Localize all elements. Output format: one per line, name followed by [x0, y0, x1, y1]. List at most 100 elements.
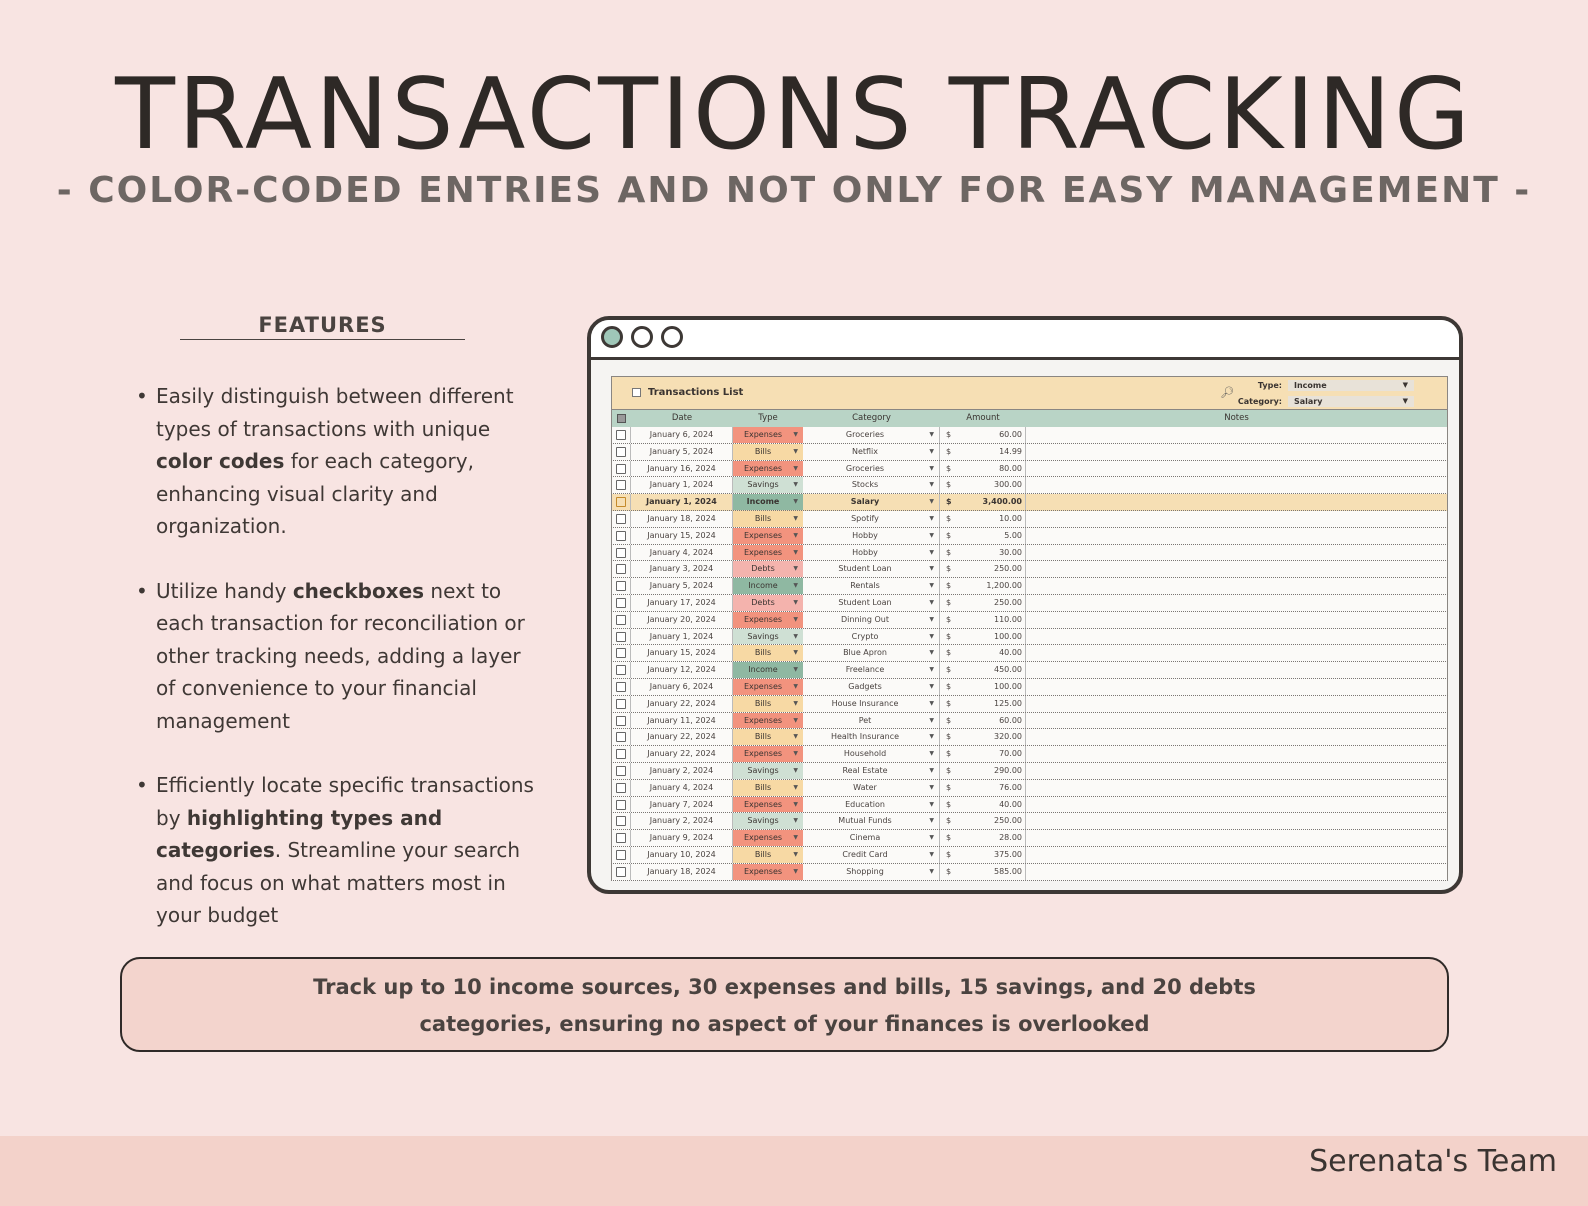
- cell-category-dropdown[interactable]: Spotify ▼: [803, 510, 940, 527]
- cell-amount[interactable]: $1,200.00: [940, 578, 1026, 594]
- cell-category-dropdown[interactable]: Mutual Funds ▼: [803, 813, 940, 830]
- row-checkbox[interactable]: [612, 510, 631, 527]
- cell-category-dropdown[interactable]: Freelance ▼: [803, 662, 940, 678]
- cell-type-dropdown[interactable]: Bills ▼: [733, 443, 803, 460]
- column-header-notes[interactable]: Notes: [1224, 413, 1249, 423]
- row-checkbox[interactable]: [612, 746, 631, 762]
- cell-type-dropdown[interactable]: Expenses ▼: [733, 712, 803, 729]
- window-minimize-button[interactable]: [631, 326, 653, 348]
- row-checkbox[interactable]: [612, 427, 631, 443]
- cell-category-dropdown[interactable]: Household ▼: [803, 746, 940, 762]
- row-checkbox[interactable]: [612, 561, 631, 578]
- cell-category-dropdown[interactable]: Real Estate ▼: [803, 762, 940, 779]
- row-checkbox[interactable]: [612, 863, 631, 880]
- cell-notes[interactable]: [1026, 545, 1447, 561]
- cell-category-dropdown[interactable]: Dinning Out ▼: [803, 611, 940, 628]
- cell-notes[interactable]: [1026, 830, 1447, 846]
- cell-type-dropdown[interactable]: Bills ▼: [733, 510, 803, 527]
- cell-type-dropdown[interactable]: Bills ▼: [733, 779, 803, 796]
- column-header-type[interactable]: Type: [758, 413, 778, 423]
- cell-category-dropdown[interactable]: Netflix ▼: [803, 443, 940, 460]
- cell-date[interactable]: January 15, 2024: [631, 645, 733, 662]
- cell-date[interactable]: January 5, 2024: [631, 578, 733, 594]
- cell-notes[interactable]: [1026, 864, 1447, 880]
- row-checkbox[interactable]: [612, 443, 631, 460]
- cell-type-dropdown[interactable]: Income ▼: [733, 662, 803, 678]
- cell-amount[interactable]: $110.00: [940, 611, 1026, 628]
- cell-type-dropdown[interactable]: Income ▼: [733, 578, 803, 594]
- row-checkbox[interactable]: [612, 645, 631, 662]
- cell-date[interactable]: January 18, 2024: [631, 510, 733, 527]
- cell-notes[interactable]: [1026, 612, 1447, 628]
- cell-amount[interactable]: $60.00: [940, 427, 1026, 443]
- cell-notes[interactable]: [1026, 645, 1447, 661]
- cell-type-dropdown[interactable]: Debts ▼: [733, 594, 803, 611]
- cell-category-dropdown[interactable]: Rentals ▼: [803, 578, 940, 594]
- row-checkbox[interactable]: [612, 594, 631, 611]
- cell-amount[interactable]: $585.00: [940, 863, 1026, 880]
- cell-amount[interactable]: $100.00: [940, 678, 1026, 695]
- cell-amount[interactable]: $60.00: [940, 712, 1026, 729]
- cell-date[interactable]: January 16, 2024: [631, 460, 733, 477]
- cell-notes[interactable]: [1026, 528, 1447, 544]
- cell-notes[interactable]: [1026, 696, 1447, 712]
- row-checkbox[interactable]: [612, 729, 631, 746]
- cell-date[interactable]: January 10, 2024: [631, 846, 733, 863]
- cell-type-dropdown[interactable]: Bills ▼: [733, 645, 803, 662]
- cell-notes[interactable]: [1026, 780, 1447, 796]
- cell-date[interactable]: January 1, 2024: [631, 477, 733, 494]
- cell-date[interactable]: January 5, 2024: [631, 443, 733, 460]
- cell-type-dropdown[interactable]: Savings ▼: [733, 628, 803, 645]
- cell-date[interactable]: January 11, 2024: [631, 712, 733, 729]
- cell-notes[interactable]: [1026, 662, 1447, 678]
- row-checkbox[interactable]: [612, 477, 631, 494]
- cell-amount[interactable]: $125.00: [940, 695, 1026, 712]
- cell-type-dropdown[interactable]: Bills ▼: [733, 695, 803, 712]
- row-checkbox[interactable]: [612, 830, 631, 846]
- cell-date[interactable]: January 7, 2024: [631, 796, 733, 813]
- cell-type-dropdown[interactable]: Expenses ▼: [733, 746, 803, 762]
- cell-amount[interactable]: $10.00: [940, 510, 1026, 527]
- cell-category-dropdown[interactable]: Water ▼: [803, 779, 940, 796]
- cell-amount[interactable]: $76.00: [940, 779, 1026, 796]
- cell-notes[interactable]: [1026, 763, 1447, 779]
- cell-category-dropdown[interactable]: Health Insurance ▼: [803, 729, 940, 746]
- cell-amount[interactable]: $300.00: [940, 477, 1026, 494]
- category-filter-select[interactable]: Salary ▼: [1288, 396, 1414, 407]
- cell-amount[interactable]: $320.00: [940, 729, 1026, 746]
- row-checkbox[interactable]: [612, 813, 631, 830]
- cell-notes[interactable]: [1026, 813, 1447, 829]
- cell-amount[interactable]: $375.00: [940, 846, 1026, 863]
- cell-notes[interactable]: [1026, 511, 1447, 527]
- cell-type-dropdown[interactable]: Income ▼: [733, 494, 803, 510]
- cell-type-dropdown[interactable]: Debts ▼: [733, 561, 803, 578]
- row-checkbox[interactable]: [612, 796, 631, 813]
- cell-amount[interactable]: $30.00: [940, 544, 1026, 561]
- cell-date[interactable]: January 2, 2024: [631, 762, 733, 779]
- cell-date[interactable]: January 12, 2024: [631, 662, 733, 678]
- row-checkbox[interactable]: [612, 712, 631, 729]
- search-icon[interactable]: 🔎︎: [1220, 386, 1234, 399]
- cell-amount[interactable]: $70.00: [940, 746, 1026, 762]
- cell-amount[interactable]: $40.00: [940, 796, 1026, 813]
- column-header-category[interactable]: Category: [852, 413, 891, 423]
- cell-amount[interactable]: $28.00: [940, 830, 1026, 846]
- cell-date[interactable]: January 2, 2024: [631, 813, 733, 830]
- cell-type-dropdown[interactable]: Expenses ▼: [733, 460, 803, 477]
- cell-category-dropdown[interactable]: Stocks ▼: [803, 477, 940, 494]
- cell-notes[interactable]: [1026, 729, 1447, 745]
- row-checkbox[interactable]: [612, 695, 631, 712]
- cell-category-dropdown[interactable]: Salary ▼: [803, 494, 940, 510]
- cell-amount[interactable]: $40.00: [940, 645, 1026, 662]
- cell-type-dropdown[interactable]: Expenses ▼: [733, 527, 803, 544]
- cell-notes[interactable]: [1026, 477, 1447, 493]
- cell-date[interactable]: January 3, 2024: [631, 561, 733, 578]
- cell-notes[interactable]: [1026, 713, 1447, 729]
- cell-category-dropdown[interactable]: Blue Apron ▼: [803, 645, 940, 662]
- cell-category-dropdown[interactable]: Education ▼: [803, 796, 940, 813]
- cell-date[interactable]: January 18, 2024: [631, 863, 733, 880]
- cell-date[interactable]: January 20, 2024: [631, 611, 733, 628]
- cell-category-dropdown[interactable]: Groceries ▼: [803, 460, 940, 477]
- cell-notes[interactable]: [1026, 444, 1447, 460]
- cell-category-dropdown[interactable]: Pet ▼: [803, 712, 940, 729]
